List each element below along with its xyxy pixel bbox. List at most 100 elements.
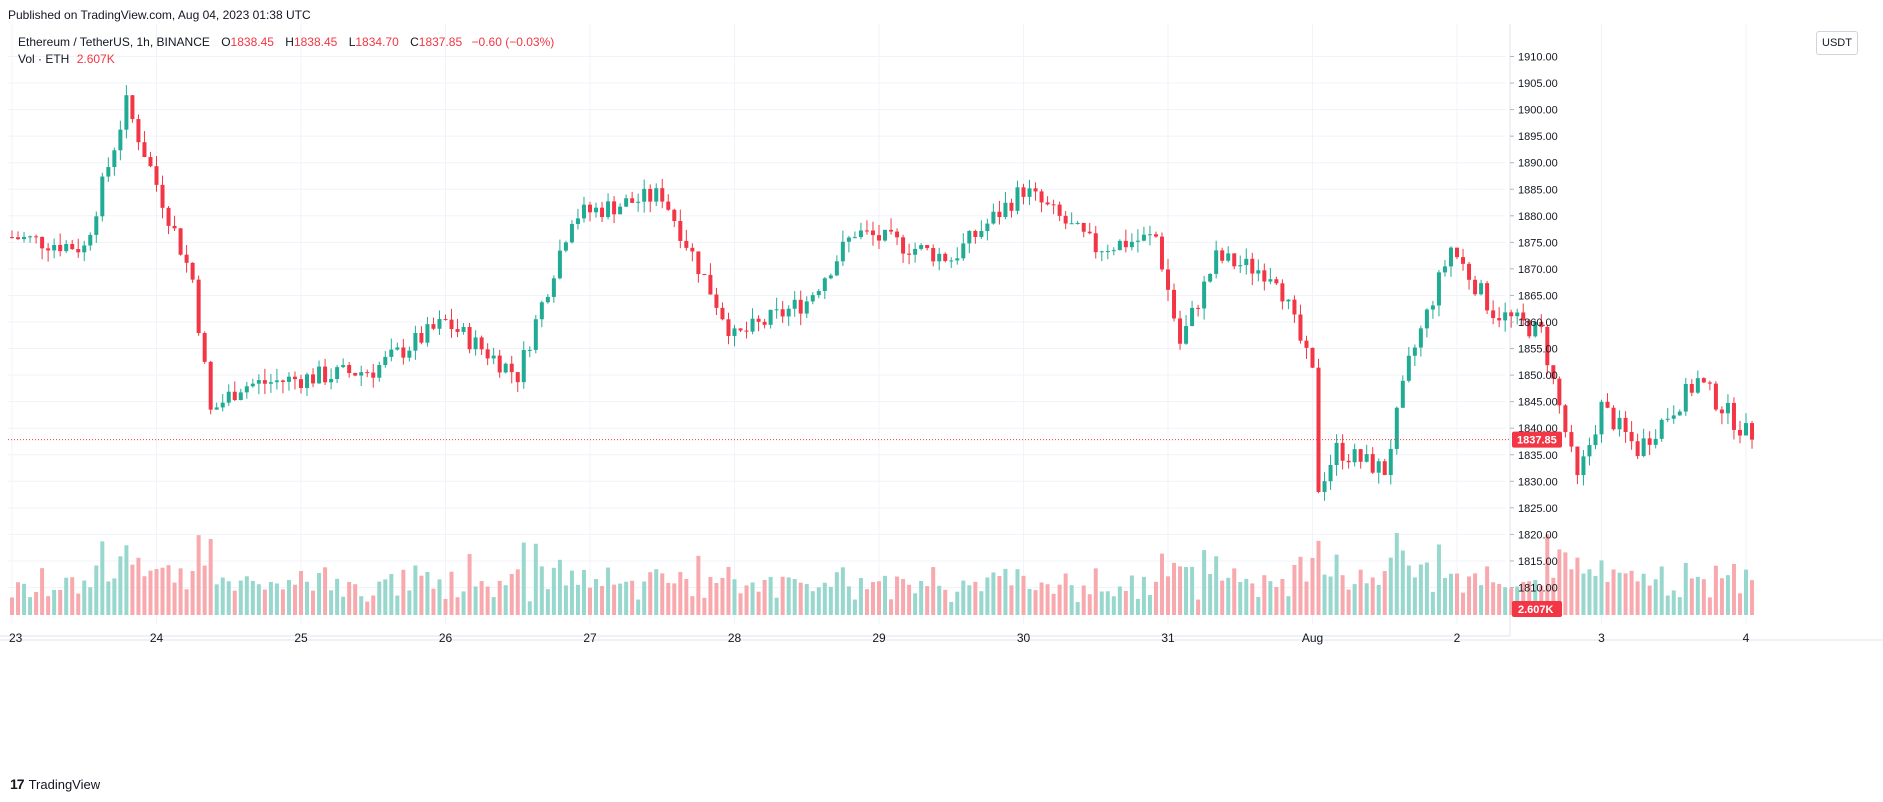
candle-body (413, 332, 418, 351)
volume-bar (1461, 592, 1466, 615)
last-price-badge-text: 1837.85 (1517, 435, 1557, 447)
candlestick-chart[interactable]: 1910.00 1905.00 1900.00 1895.00 1890.00 1885.… (0, 24, 1883, 764)
candle-body (877, 235, 881, 241)
candle (1436, 270, 1441, 317)
price-tick-label: 1810.00 (1518, 583, 1558, 595)
candle (822, 277, 827, 299)
candle (1159, 232, 1164, 272)
candle-body (232, 391, 237, 401)
candle (497, 349, 502, 378)
candle-body (1725, 402, 1730, 414)
volume-bar (1129, 575, 1134, 615)
candle-body (461, 327, 466, 332)
candle (1641, 428, 1646, 458)
last-price-badge: 1837.85 (1512, 431, 1562, 448)
candle-body (798, 299, 803, 314)
candle-body (136, 119, 141, 143)
candle-body (768, 309, 773, 325)
time-tick-label: 31 (1161, 631, 1175, 645)
volume-bar (1677, 597, 1682, 615)
legend-price-row: Ethereum / TetherUS, 1h, BINANCE O1838.4… (18, 34, 554, 51)
volume-bar (1545, 534, 1550, 615)
volume-value: 2.607K (76, 52, 115, 66)
candle-body (1159, 236, 1164, 270)
close-value: 1837.85 (418, 35, 463, 49)
volume-bar (1316, 540, 1321, 615)
candle (40, 236, 45, 260)
candle-body (1677, 411, 1682, 416)
volume-bar (624, 581, 629, 615)
candle (1346, 453, 1351, 469)
candle-body (1063, 215, 1068, 224)
candle-body (491, 355, 496, 359)
candle-body (925, 245, 930, 249)
candle (1316, 358, 1321, 494)
footer-brand[interactable]: 17 TradingView (10, 776, 100, 792)
candle (124, 85, 129, 139)
candle (431, 317, 436, 331)
chart-frame[interactable]: 1910.00 1905.00 1900.00 1895.00 1890.00 1885.… (0, 24, 1883, 764)
candle (1503, 302, 1508, 332)
candle-body (1370, 454, 1375, 473)
candle (1015, 180, 1020, 215)
volume-bar (509, 573, 514, 615)
candle (461, 323, 466, 335)
candle (1683, 377, 1688, 416)
candle (1364, 444, 1369, 463)
candle-body (142, 142, 147, 158)
volume-bar (1262, 575, 1267, 615)
volume-bar (925, 586, 930, 615)
candle-body (1364, 454, 1369, 462)
volume-bar (1256, 596, 1261, 615)
candle (106, 157, 111, 182)
volume-bar (1069, 585, 1074, 615)
volume-bar (52, 589, 57, 615)
volume-bar (1123, 590, 1128, 615)
candle (1563, 404, 1568, 438)
volume-bar (64, 577, 69, 615)
candle-body (1581, 456, 1586, 476)
volume-label[interactable]: Vol · ETH (18, 52, 70, 66)
symbol-name[interactable]: Ethereum / TetherUS, 1h, BINANCE (18, 35, 210, 49)
candle-body (118, 129, 123, 151)
candle-body (1424, 309, 1429, 329)
candle-body (1557, 378, 1562, 406)
candle (630, 191, 635, 204)
time-axis: 23 24 25 26 27 28 29 30 31 Aug 2 3 4 (9, 631, 1750, 645)
grid-lines (8, 24, 1747, 624)
currency-button[interactable]: USDT (1816, 31, 1858, 55)
volume-bar (1671, 590, 1676, 615)
candle (184, 244, 189, 273)
candle-body (94, 216, 99, 235)
candle (949, 257, 954, 268)
volume-bar (292, 584, 297, 615)
candle (1135, 229, 1140, 253)
volume-bar (642, 581, 647, 615)
candle (612, 196, 617, 224)
candle-body (82, 245, 87, 253)
price-tick-label: 1845.00 (1518, 397, 1558, 409)
volume-bar (774, 597, 779, 615)
volume-bar (1334, 554, 1339, 615)
volume-bar (913, 593, 918, 615)
candle (1412, 344, 1417, 367)
candle (1701, 377, 1706, 384)
volume-bar (1725, 575, 1730, 615)
candle (533, 314, 538, 354)
candle-body (943, 253, 948, 262)
volume-bar (551, 567, 556, 615)
volume-bar (365, 601, 370, 615)
candle (852, 231, 857, 239)
candle-body (515, 372, 520, 383)
volume-bar (16, 582, 21, 615)
volume-bar (473, 586, 478, 615)
candle (1238, 255, 1243, 273)
candle (804, 296, 809, 318)
candle (455, 318, 460, 338)
volume-bar (1220, 580, 1225, 615)
volume-bar (461, 591, 466, 615)
candle-body (329, 378, 334, 383)
candle-body (40, 236, 45, 249)
volume-bar (1424, 562, 1429, 615)
candle (1226, 246, 1231, 263)
